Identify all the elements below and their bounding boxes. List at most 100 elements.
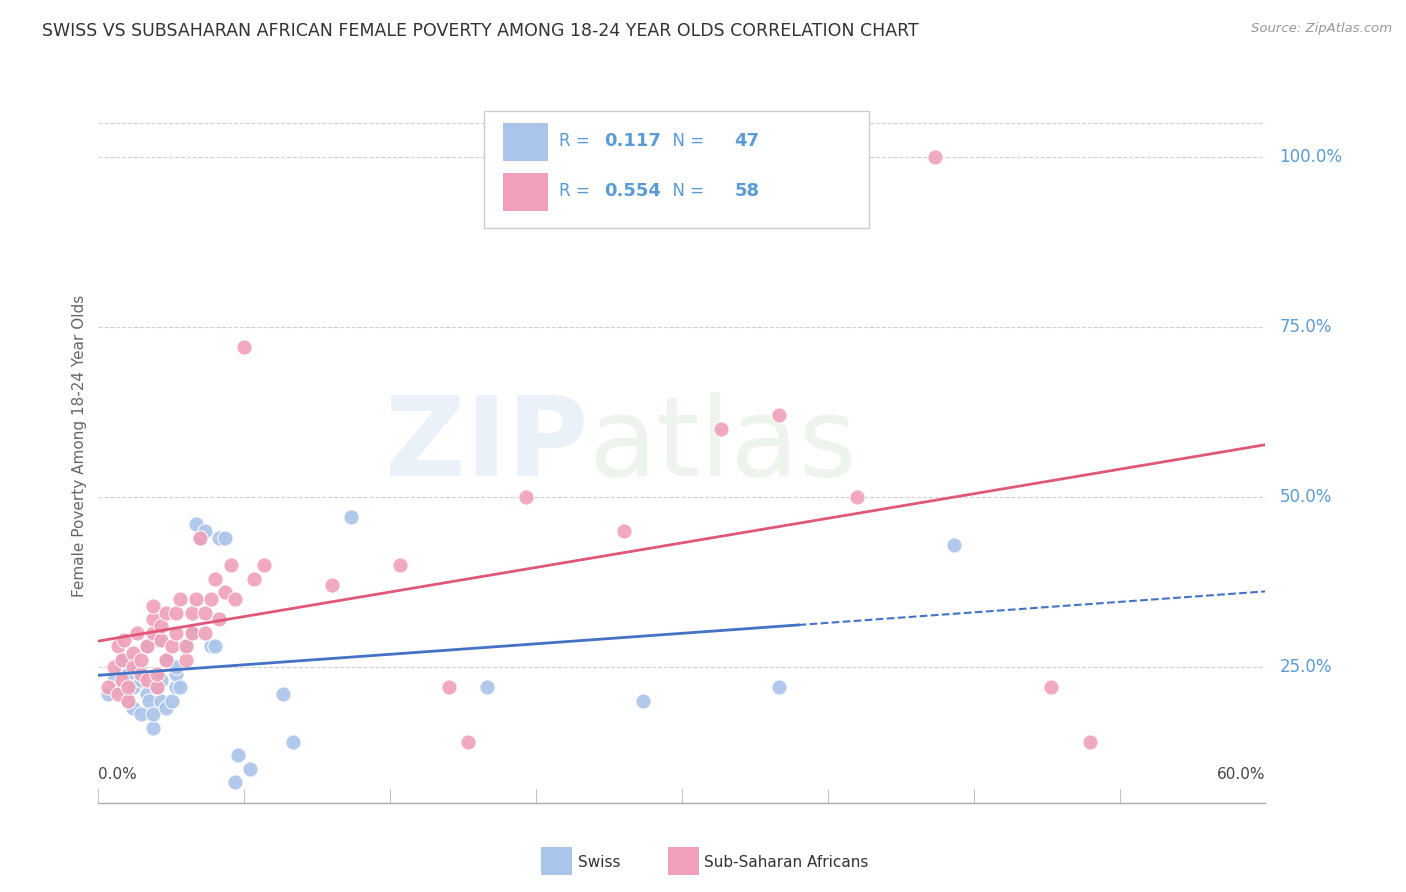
- Text: ZIP: ZIP: [385, 392, 589, 500]
- Point: [127, 626, 149, 640]
- Point: [214, 585, 236, 599]
- Point: [180, 606, 202, 620]
- Point: [768, 409, 790, 423]
- Point: [271, 687, 294, 701]
- Point: [142, 599, 165, 613]
- Text: R =: R =: [560, 132, 595, 150]
- Point: [136, 687, 159, 701]
- Point: [149, 632, 172, 647]
- Point: [155, 606, 177, 620]
- Text: 50.0%: 50.0%: [1279, 488, 1331, 506]
- Point: [129, 707, 152, 722]
- FancyBboxPatch shape: [503, 173, 548, 211]
- Point: [117, 666, 139, 681]
- Point: [111, 660, 134, 674]
- Point: [111, 673, 134, 688]
- Point: [122, 660, 145, 674]
- Point: [239, 762, 262, 776]
- Point: [146, 666, 169, 681]
- Point: [107, 680, 129, 694]
- Point: [129, 673, 152, 688]
- Point: [174, 640, 197, 654]
- Point: [111, 653, 134, 667]
- Point: [188, 531, 211, 545]
- Text: 0.0%: 0.0%: [98, 767, 138, 782]
- Point: [943, 537, 966, 551]
- Point: [224, 775, 246, 789]
- Point: [169, 591, 191, 606]
- Text: 58: 58: [734, 182, 759, 200]
- Point: [233, 341, 256, 355]
- Point: [122, 680, 145, 694]
- Point: [127, 660, 149, 674]
- Point: [208, 612, 231, 626]
- Point: [103, 673, 125, 688]
- Point: [117, 694, 139, 708]
- Point: [155, 653, 177, 667]
- Point: [138, 694, 160, 708]
- Point: [136, 640, 159, 654]
- Point: [165, 626, 187, 640]
- Point: [194, 524, 217, 538]
- Text: R =: R =: [560, 182, 595, 200]
- Point: [155, 653, 177, 667]
- Point: [112, 632, 135, 647]
- Text: 0.554: 0.554: [603, 182, 661, 200]
- FancyBboxPatch shape: [484, 111, 869, 228]
- Point: [129, 653, 152, 667]
- Point: [103, 660, 125, 674]
- Text: 75.0%: 75.0%: [1279, 318, 1331, 336]
- Point: [243, 572, 266, 586]
- Point: [97, 687, 120, 701]
- Point: [162, 694, 184, 708]
- Point: [149, 694, 172, 708]
- Point: [214, 531, 236, 545]
- Point: [208, 531, 231, 545]
- Point: [200, 640, 222, 654]
- Point: [146, 680, 169, 694]
- Text: Sub-Saharan Africans: Sub-Saharan Africans: [704, 855, 869, 870]
- Point: [194, 606, 217, 620]
- Point: [631, 694, 654, 708]
- Point: [184, 517, 207, 532]
- Point: [136, 640, 159, 654]
- Point: [155, 700, 177, 714]
- Point: [142, 626, 165, 640]
- Point: [107, 640, 129, 654]
- FancyBboxPatch shape: [503, 123, 548, 161]
- Point: [924, 150, 946, 164]
- Point: [180, 626, 202, 640]
- Point: [457, 734, 479, 748]
- Point: [165, 680, 187, 694]
- Text: 0.117: 0.117: [603, 132, 661, 150]
- Point: [204, 572, 226, 586]
- Point: [253, 558, 276, 572]
- Point: [112, 653, 135, 667]
- Text: 100.0%: 100.0%: [1279, 148, 1343, 166]
- Point: [174, 653, 197, 667]
- Point: [200, 591, 222, 606]
- Point: [165, 666, 187, 681]
- Point: [107, 687, 129, 701]
- Point: [129, 666, 152, 681]
- Point: [184, 591, 207, 606]
- Point: [845, 490, 868, 504]
- Point: [1040, 680, 1063, 694]
- Point: [142, 612, 165, 626]
- Point: [768, 680, 790, 694]
- Text: atlas: atlas: [589, 392, 858, 500]
- Point: [97, 680, 120, 694]
- Point: [388, 558, 411, 572]
- Text: SWISS VS SUBSAHARAN AFRICAN FEMALE POVERTY AMONG 18-24 YEAR OLDS CORRELATION CHA: SWISS VS SUBSAHARAN AFRICAN FEMALE POVER…: [42, 22, 920, 40]
- Point: [165, 660, 187, 674]
- Point: [281, 734, 304, 748]
- Point: [194, 626, 217, 640]
- Text: N =: N =: [662, 132, 710, 150]
- Point: [117, 694, 139, 708]
- Point: [136, 673, 159, 688]
- Point: [340, 510, 363, 524]
- Point: [162, 640, 184, 654]
- Point: [219, 558, 242, 572]
- Point: [224, 591, 246, 606]
- Point: [142, 721, 165, 735]
